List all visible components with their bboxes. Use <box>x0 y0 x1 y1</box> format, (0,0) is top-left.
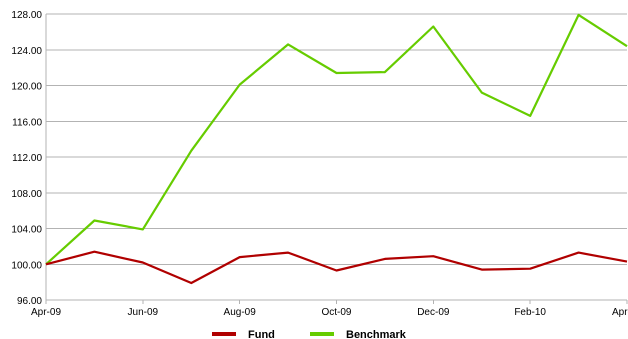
y-tick-label: 128.00 <box>11 10 42 21</box>
y-tick-label: 124.00 <box>11 46 42 57</box>
x-tick-label: Feb-10 <box>514 307 546 318</box>
series-line-benchmark <box>45 13 628 266</box>
series-line-fund <box>45 250 628 285</box>
y-axis-tick-labels: 96.00 100.00 104.00 108.00 112.00 116.00 120.0… <box>11 10 42 307</box>
x-tick-label: Apr-10 <box>612 307 628 318</box>
grid-lines <box>45 13 627 301</box>
y-tick-label: 116.00 <box>12 117 42 128</box>
legend-benchmark-label: Benchmark <box>346 329 407 339</box>
x-tick-label: Oct-09 <box>321 307 351 318</box>
series-lines <box>45 13 628 285</box>
x-tick-label: Dec-09 <box>417 307 450 318</box>
y-tick-label: 96.00 <box>17 296 42 307</box>
y-tick-label: 100.00 <box>11 260 42 271</box>
x-tick-label: Jun-09 <box>128 307 159 318</box>
x-tick-label: Aug-09 <box>224 307 257 318</box>
legend: Fund Benchmark <box>212 329 407 339</box>
y-tick-label: 112.00 <box>12 153 42 164</box>
x-tick-label: Apr-09 <box>31 307 61 318</box>
y-tick-label: 104.00 <box>11 225 42 236</box>
legend-fund-label: Fund <box>248 329 275 339</box>
x-axis-tick-labels: Apr-09 Jun-09 Aug-09 Oct-09 Dec-09 Feb-10 Apr-… <box>31 300 628 318</box>
y-tick-label: 108.00 <box>11 189 42 200</box>
y-tick-label: 120.00 <box>11 82 42 93</box>
